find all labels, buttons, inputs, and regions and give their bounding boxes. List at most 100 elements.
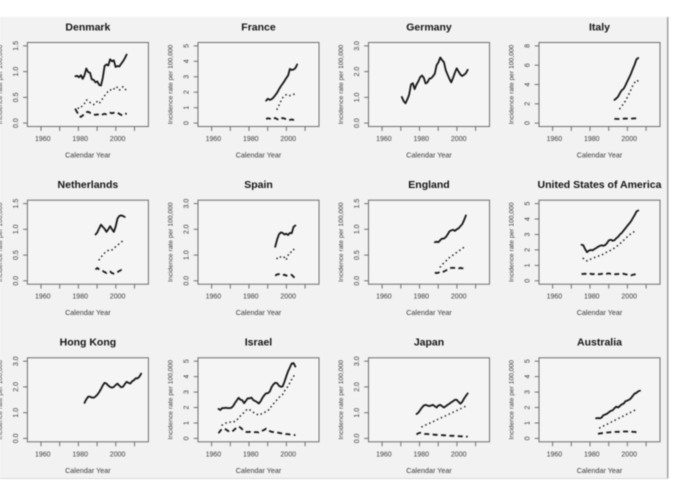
- svg-text:2000: 2000: [110, 136, 126, 143]
- svg-text:Incidence rate per 100,000: Incidence rate per 100,000: [509, 360, 516, 440]
- svg-text:2.0: 2.0: [354, 382, 361, 392]
- svg-text:1: 1: [184, 106, 191, 110]
- svg-text:Japan: Japan: [414, 337, 444, 349]
- svg-text:2000: 2000: [280, 294, 296, 301]
- svg-text:2.0: 2.0: [354, 67, 361, 77]
- svg-text:1.0: 1.0: [13, 224, 20, 234]
- svg-text:Incidence rate per 100,000: Incidence rate per 100,000: [168, 44, 175, 124]
- svg-text:0: 0: [184, 121, 191, 125]
- svg-text:0.0: 0.0: [13, 118, 20, 128]
- svg-text:France: France: [241, 21, 276, 33]
- svg-text:0.5: 0.5: [13, 250, 20, 260]
- svg-text:Calendar Year: Calendar Year: [577, 308, 623, 317]
- svg-text:3: 3: [525, 390, 532, 394]
- svg-text:6: 6: [525, 63, 532, 67]
- svg-text:Denmark: Denmark: [65, 21, 110, 33]
- svg-text:1960: 1960: [376, 451, 392, 458]
- svg-text:1980: 1980: [72, 136, 88, 143]
- svg-text:2000: 2000: [280, 451, 296, 458]
- svg-text:1980: 1980: [72, 294, 88, 301]
- svg-text:2000: 2000: [110, 451, 126, 458]
- svg-text:1.5: 1.5: [13, 199, 20, 209]
- svg-text:5: 5: [525, 202, 532, 206]
- svg-text:2: 2: [525, 102, 532, 106]
- svg-text:1.5: 1.5: [354, 199, 361, 209]
- svg-text:Incidence rate per 100,000: Incidence rate per 100,000: [168, 202, 175, 282]
- svg-text:4: 4: [525, 375, 532, 379]
- svg-text:1960: 1960: [206, 294, 222, 301]
- svg-text:0.0: 0.0: [354, 118, 361, 128]
- svg-text:2: 2: [184, 405, 191, 409]
- svg-text:2: 2: [525, 405, 532, 409]
- svg-text:4: 4: [525, 217, 532, 221]
- svg-text:Incidence rate per 100,000: Incidence rate per 100,000: [168, 360, 175, 440]
- svg-text:Calendar Year: Calendar Year: [236, 308, 282, 317]
- svg-text:1980: 1980: [243, 294, 259, 301]
- svg-text:1: 1: [525, 421, 532, 425]
- svg-text:2000: 2000: [280, 136, 296, 143]
- svg-text:1.0: 1.0: [13, 408, 20, 418]
- svg-text:1960: 1960: [547, 136, 563, 143]
- svg-text:0.0: 0.0: [184, 276, 191, 286]
- svg-text:5: 5: [184, 44, 191, 48]
- svg-text:Calendar Year: Calendar Year: [65, 466, 111, 475]
- svg-text:4: 4: [184, 59, 191, 63]
- svg-text:United States of America: United States of America: [538, 179, 662, 191]
- svg-text:Netherlands: Netherlands: [58, 179, 119, 191]
- svg-text:1960: 1960: [35, 294, 51, 301]
- svg-text:2000: 2000: [621, 136, 637, 143]
- svg-text:Incidence rate per 100,000: Incidence rate per 100,000: [0, 202, 4, 282]
- svg-text:2000: 2000: [621, 294, 637, 301]
- svg-text:2000: 2000: [110, 294, 126, 301]
- svg-text:1960: 1960: [547, 451, 563, 458]
- svg-text:3.0: 3.0: [13, 356, 20, 366]
- svg-text:5: 5: [184, 359, 191, 363]
- svg-text:2.0: 2.0: [13, 382, 20, 392]
- svg-text:1980: 1980: [414, 451, 430, 458]
- svg-text:2000: 2000: [451, 294, 467, 301]
- svg-text:4: 4: [525, 82, 532, 86]
- svg-text:1980: 1980: [584, 294, 600, 301]
- svg-text:Calendar Year: Calendar Year: [65, 151, 111, 160]
- svg-text:1960: 1960: [35, 136, 51, 143]
- svg-text:1960: 1960: [206, 451, 222, 458]
- svg-text:Hong Kong: Hong Kong: [60, 337, 117, 349]
- svg-text:2: 2: [184, 90, 191, 94]
- svg-text:1.0: 1.0: [13, 67, 20, 77]
- svg-text:2000: 2000: [451, 451, 467, 458]
- svg-text:1980: 1980: [72, 451, 88, 458]
- svg-text:Germany: Germany: [406, 21, 452, 33]
- svg-text:1960: 1960: [376, 136, 392, 143]
- svg-text:0.5: 0.5: [354, 250, 361, 260]
- svg-text:0.0: 0.0: [13, 276, 20, 286]
- svg-text:1960: 1960: [206, 136, 222, 143]
- svg-text:Incidence rate per 100,000: Incidence rate per 100,000: [0, 360, 4, 440]
- svg-text:Incidence rate per 100,000: Incidence rate per 100,000: [338, 360, 345, 440]
- svg-text:0.0: 0.0: [354, 276, 361, 286]
- svg-text:1.0: 1.0: [354, 92, 361, 102]
- svg-text:Incidence rate per 100,000: Incidence rate per 100,000: [509, 202, 516, 282]
- svg-text:1980: 1980: [584, 136, 600, 143]
- svg-text:0.0: 0.0: [354, 433, 361, 443]
- svg-text:1960: 1960: [35, 451, 51, 458]
- svg-text:2.0: 2.0: [184, 224, 191, 234]
- svg-text:2000: 2000: [451, 136, 467, 143]
- svg-text:5: 5: [525, 359, 532, 363]
- svg-text:1980: 1980: [243, 136, 259, 143]
- svg-text:Calendar Year: Calendar Year: [577, 466, 623, 475]
- svg-text:Incidence rate per 100,000: Incidence rate per 100,000: [0, 44, 4, 124]
- svg-text:1980: 1980: [414, 136, 430, 143]
- svg-text:Incidence rate per 100,000: Incidence rate per 100,000: [509, 44, 516, 124]
- svg-text:0: 0: [525, 279, 532, 283]
- svg-text:1980: 1980: [414, 294, 430, 301]
- svg-text:1980: 1980: [584, 451, 600, 458]
- svg-text:Calendar Year: Calendar Year: [236, 466, 282, 475]
- svg-text:1960: 1960: [547, 294, 563, 301]
- svg-text:0.0: 0.0: [13, 433, 20, 443]
- svg-text:1.5: 1.5: [13, 41, 20, 51]
- svg-text:0: 0: [525, 436, 532, 440]
- svg-text:3.0: 3.0: [354, 41, 361, 51]
- svg-text:Calendar Year: Calendar Year: [236, 151, 282, 160]
- svg-text:0: 0: [184, 436, 191, 440]
- svg-text:0.5: 0.5: [13, 92, 20, 102]
